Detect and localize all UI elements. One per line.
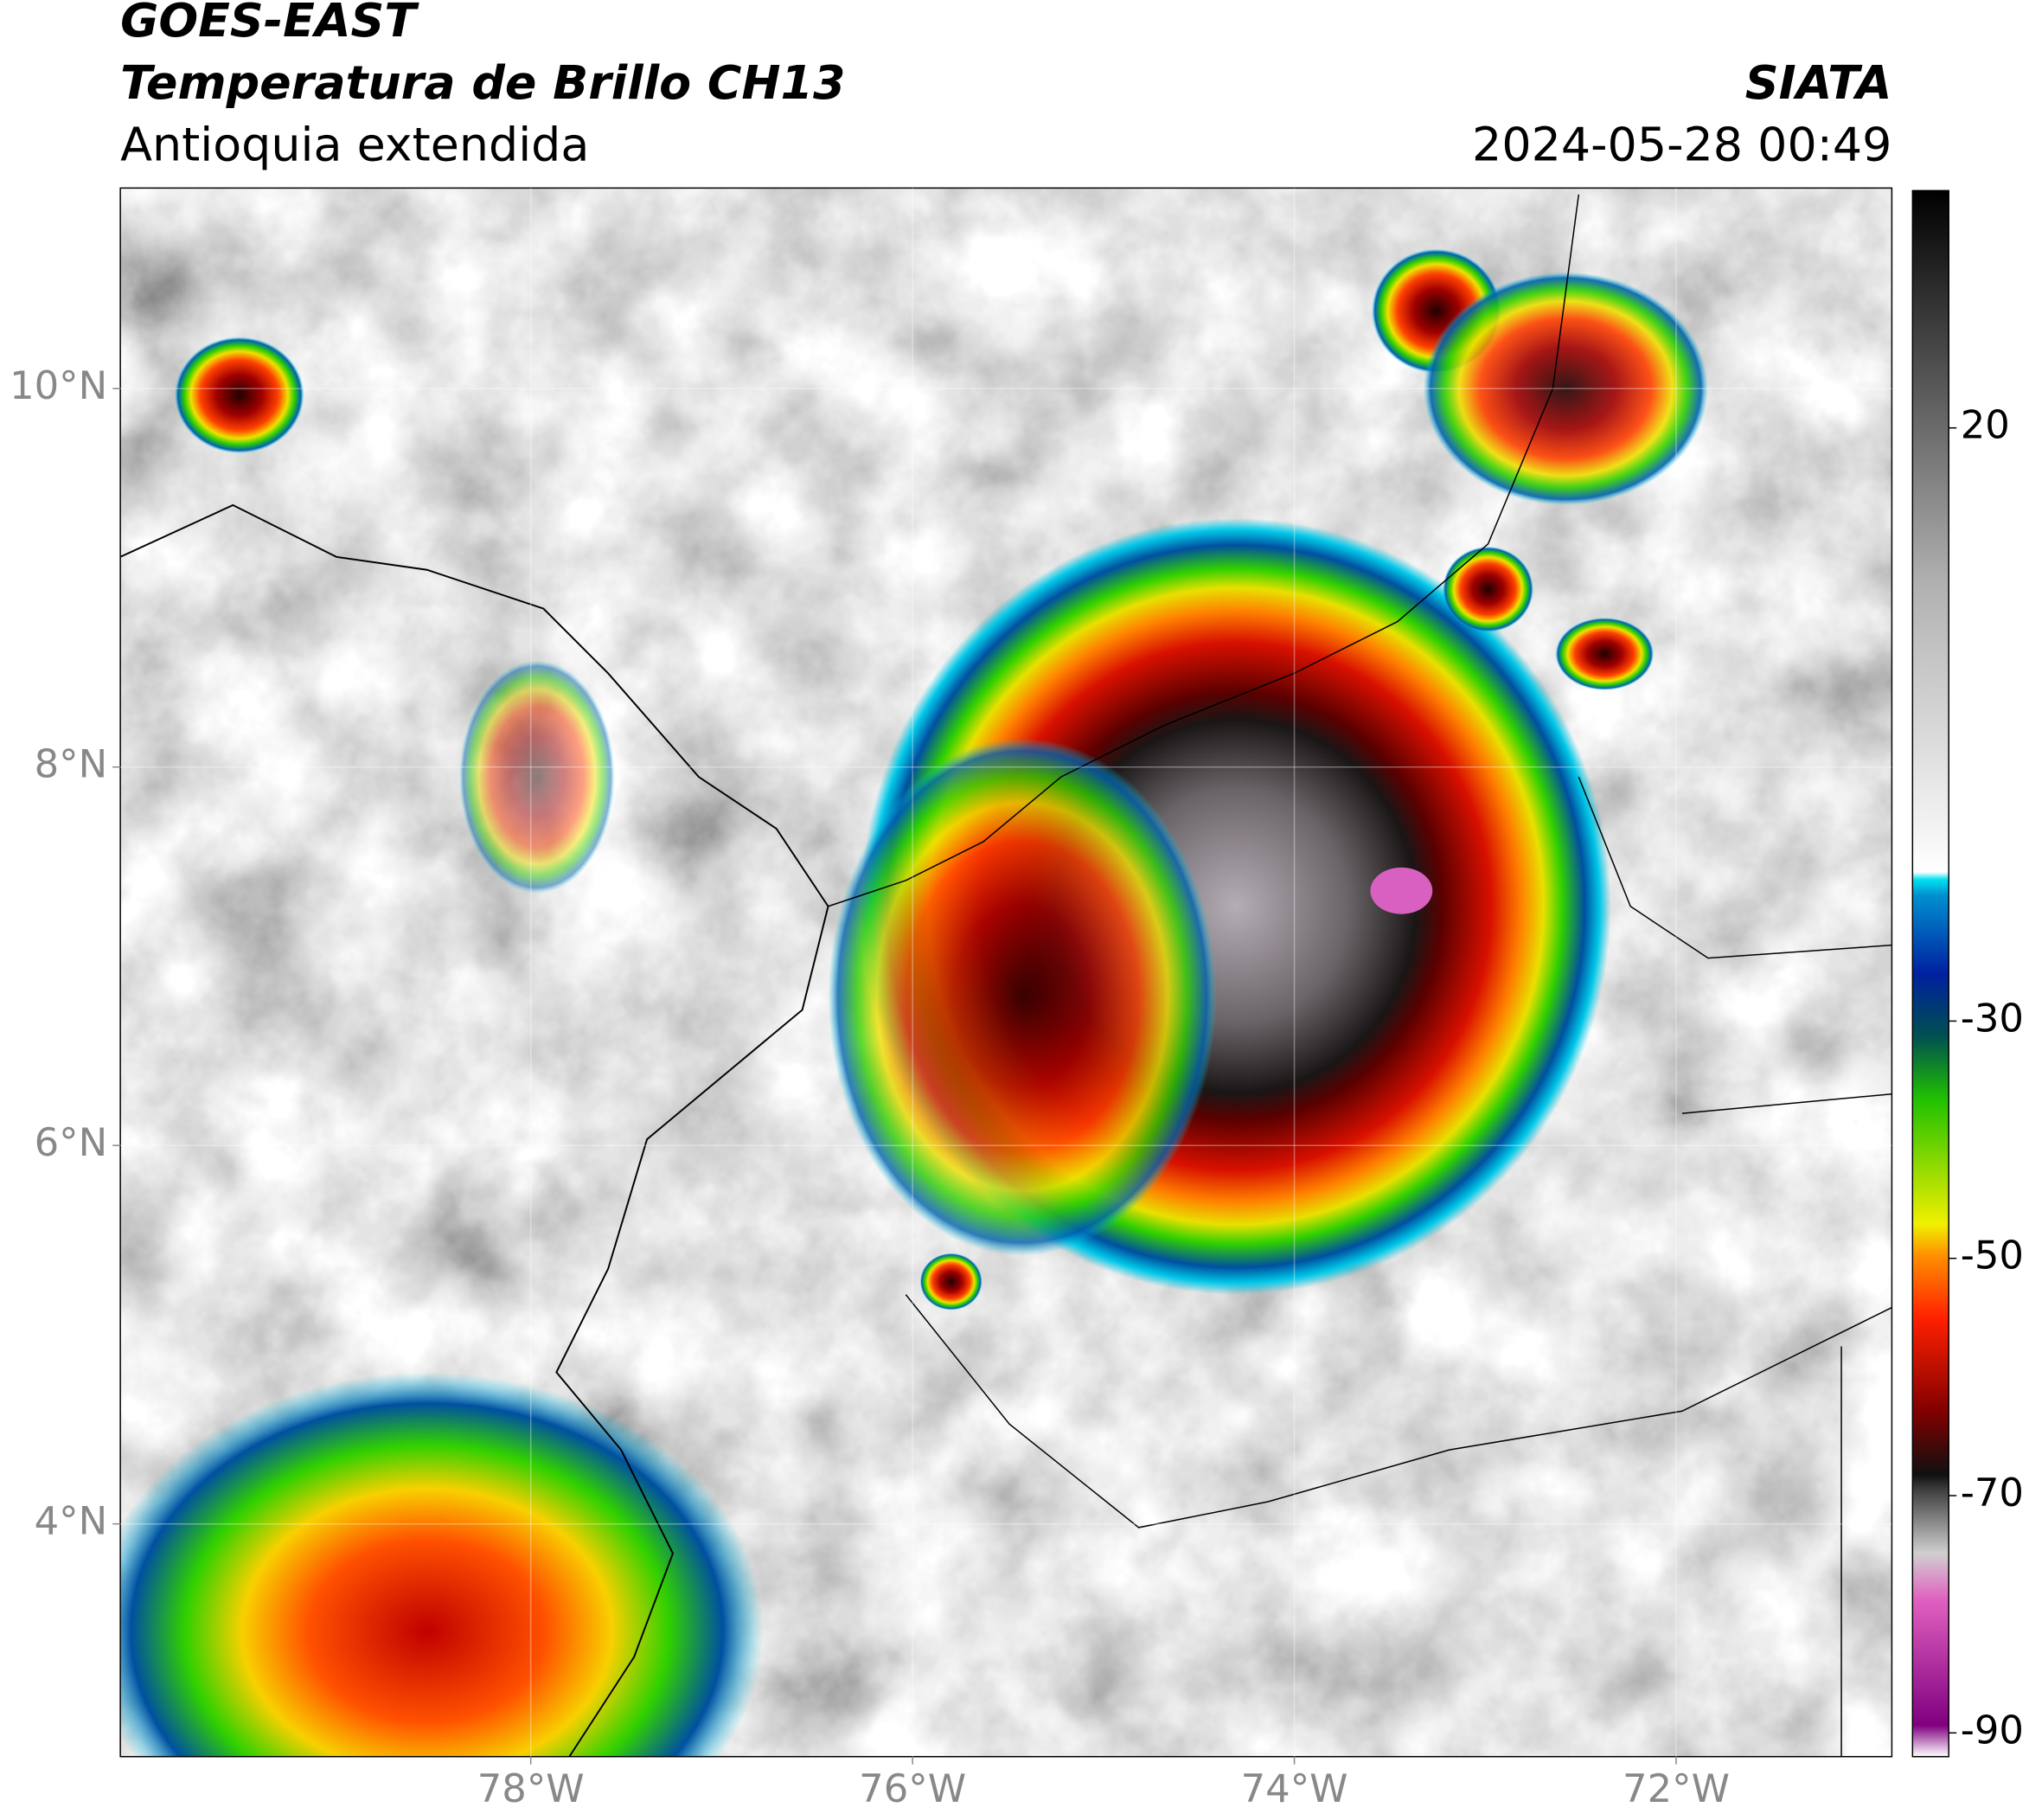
x-tick-label: 78°W — [477, 1766, 585, 1811]
x-tick-label: 76°W — [859, 1766, 966, 1811]
title: GOES-EAST — [120, 0, 419, 48]
colorbar-tick-label: -30 — [1961, 995, 2024, 1041]
region: Antioquia extendida — [120, 118, 589, 172]
source: SIATA — [1745, 55, 1892, 110]
y-tick-label: 10°N — [10, 362, 107, 408]
colorbar-tick-label: -70 — [1961, 1470, 2024, 1516]
x-tick-label: 74°W — [1241, 1766, 1348, 1811]
subtitle: Temperatura de Brillo CH13 — [120, 55, 845, 110]
colorbar — [1911, 189, 1949, 1758]
y-tick-label: 4°N — [35, 1498, 108, 1544]
y-tick-label: 6°N — [35, 1119, 108, 1165]
satellite-image — [120, 188, 1892, 1757]
colorbar-tick-label: 20 — [1961, 402, 2010, 448]
colorbar-tick-label: -90 — [1961, 1707, 2024, 1753]
datetime: 2024-05-28 00:49 — [1472, 118, 1891, 172]
map-frame — [119, 187, 1893, 1758]
colorbar-tick-label: -50 — [1961, 1233, 2024, 1278]
x-tick-label: 72°W — [1623, 1766, 1730, 1811]
y-tick-label: 8°N — [35, 741, 108, 787]
